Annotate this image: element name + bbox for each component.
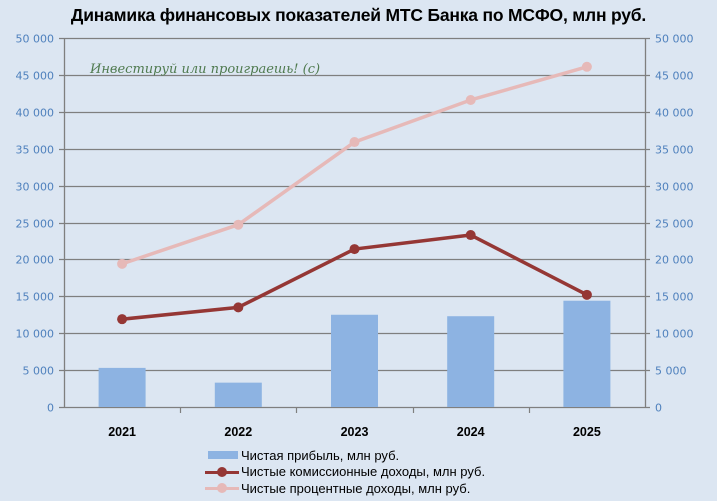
y-tick-label-right: 20 000 [655, 254, 694, 267]
y-tick-label-right: 5 000 [655, 365, 687, 378]
legend-item-interest-income: Чистые процентные доходы, млн руб. [205, 480, 485, 497]
y-tick-label-right: 45 000 [655, 70, 694, 83]
y-tick-label-left: 20 000 [16, 254, 55, 267]
bar-2022 [214, 382, 262, 407]
x-category-label: 2022 [224, 425, 252, 439]
y-tick-label-left: 50 000 [16, 33, 55, 46]
x-category-label: 2023 [341, 425, 369, 439]
data-point-marker [581, 61, 592, 72]
y-tick-label-left: 45 000 [16, 70, 55, 83]
bar-2024 [447, 316, 495, 407]
data-point-marker [465, 230, 476, 241]
y-tick-label-left: 0 [47, 402, 54, 415]
y-tick-label-left: 10 000 [16, 328, 55, 341]
bar-2023 [331, 314, 378, 407]
legend-item-commission-income: Чистые комиссионные доходы, млн руб. [205, 464, 485, 481]
x-category-label: 2024 [457, 425, 485, 439]
data-point-marker [233, 219, 244, 230]
x-category-label: 2025 [573, 425, 601, 439]
data-point-marker [117, 258, 128, 269]
y-tick-label-right: 30 000 [655, 181, 694, 194]
legend-label: Чистые процентные доходы, млн руб. [241, 480, 471, 496]
data-point-marker [581, 289, 592, 300]
legend-label: Чистые комиссионные доходы, млн руб. [241, 464, 486, 480]
x-category-label: 2021 [108, 425, 136, 439]
y-tick-label-left: 5 000 [23, 365, 55, 378]
y-tick-label-right: 25 000 [655, 218, 694, 231]
y-tick-label-right: 40 000 [655, 107, 694, 120]
chart-title: Динамика финансовых показателей МТС Банк… [70, 5, 647, 25]
y-tick-label-left: 30 000 [16, 181, 55, 194]
data-point-marker [349, 137, 360, 148]
data-point-marker [465, 94, 476, 105]
bar-swatch-icon [205, 449, 239, 461]
line-marker-swatch-icon [205, 482, 239, 494]
bar-2025 [563, 300, 611, 407]
y-tick-label-left: 40 000 [16, 107, 55, 120]
y-tick-label-left: 35 000 [16, 144, 55, 157]
data-point-marker [117, 314, 128, 325]
data-point-marker [233, 302, 244, 313]
y-tick-label-right: 10 000 [655, 328, 694, 341]
data-point-marker [349, 244, 360, 255]
legend-item-net-profit: Чистая прибыль, млн руб. [205, 447, 485, 464]
y-tick-label-left: 15 000 [16, 291, 55, 304]
y-tick-label-right: 35 000 [655, 144, 694, 157]
y-tick-label-right: 0 [655, 402, 662, 415]
y-tick-label-right: 15 000 [655, 291, 694, 304]
legend-label: Чистая прибыль, млн руб. [241, 447, 400, 463]
series-line [121, 65, 588, 266]
y-tick-label-right: 50 000 [655, 33, 694, 46]
watermark-text: Инвестируй или проиграешь! (с) [89, 62, 320, 77]
line-marker-swatch-icon [205, 466, 239, 478]
chart-legend: Чистая прибыль, млн руб. Чистые комиссио… [205, 447, 485, 497]
bar-2021 [98, 367, 146, 407]
y-tick-label-left: 25 000 [16, 218, 55, 231]
